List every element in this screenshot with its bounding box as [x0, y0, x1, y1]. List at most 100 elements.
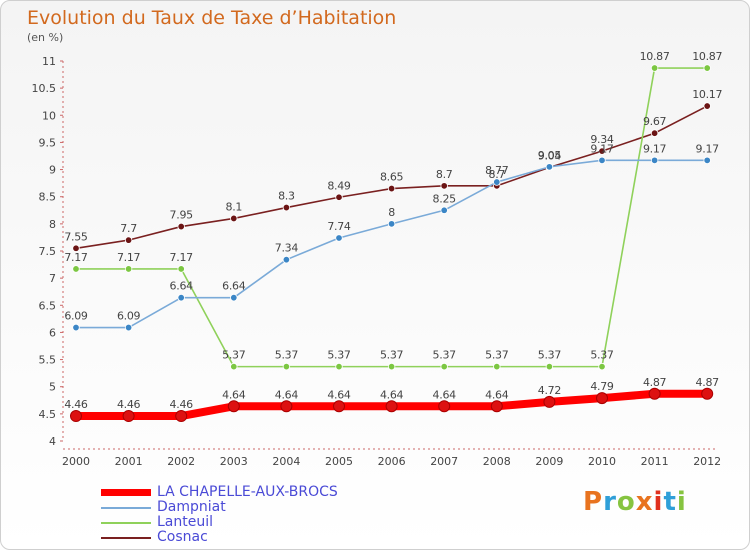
y-tick-label: 11: [42, 55, 56, 68]
data-point: [280, 400, 293, 413]
x-tick-label: 2000: [62, 455, 90, 468]
y-tick-label: 8: [49, 218, 56, 231]
data-label: 4.64: [485, 388, 509, 401]
logo-letter: i: [653, 487, 664, 517]
logo-letter: o: [616, 487, 636, 517]
logo-letter: t: [663, 487, 677, 517]
x-tick-label: 2003: [220, 455, 248, 468]
data-point: [177, 222, 185, 231]
y-tick-label: 10: [42, 109, 56, 122]
data-label: 7.17: [64, 251, 88, 264]
data-label: 7.95: [170, 209, 194, 222]
data-point: [72, 244, 80, 252]
y-tick-label: 10.5: [32, 82, 57, 95]
data-point: [282, 255, 291, 264]
data-point: [70, 410, 82, 423]
x-tick-label: 2008: [483, 455, 511, 468]
data-point: [598, 156, 606, 165]
x-tick-label: 2004: [272, 455, 300, 468]
y-tick-label: 4.5: [39, 408, 57, 421]
data-point: [230, 293, 238, 302]
data-point: [282, 362, 291, 371]
data-point: [385, 400, 398, 413]
data-label: 4.46: [64, 398, 88, 411]
data-point: [545, 163, 554, 171]
legend-item-la-chapelle-aux-brocs: LA CHAPELLE-AUX-BROCS: [101, 485, 338, 500]
data-point: [701, 387, 714, 400]
x-tick-label: 2009: [535, 455, 563, 468]
x-tick-label: 2001: [115, 455, 143, 468]
data-label: 8.77: [485, 164, 509, 177]
chart-title: Evolution du Taux de Taxe d’Habitation: [27, 7, 397, 29]
data-point: [124, 236, 133, 244]
y-tick-label: 5: [49, 381, 56, 394]
legend-item-dampniat: Dampniat: [101, 500, 338, 515]
y-tick-label: 9.5: [39, 136, 57, 149]
data-label: 7.17: [170, 251, 194, 264]
data-label: 4.46: [117, 398, 141, 411]
data-point: [230, 362, 238, 371]
legend-label: LA CHAPELLE-AUX-BROCS: [157, 484, 338, 500]
logo-letter: i: [676, 487, 687, 517]
proxiti-logo: Proxiti: [583, 487, 687, 517]
data-point: [122, 410, 135, 423]
chart-unit: (en %): [27, 31, 64, 44]
data-label: 5.37: [275, 349, 299, 362]
data-label: 4.46: [170, 398, 194, 411]
data-label: 8.7: [489, 168, 506, 181]
data-point: [438, 400, 451, 413]
data-label: 6.64: [222, 280, 246, 293]
data-label: 8.25: [433, 192, 457, 205]
legend-swatch: [101, 489, 151, 496]
data-point: [387, 362, 396, 371]
data-label: 4.72: [538, 384, 561, 397]
y-tick-label: 8.5: [39, 191, 57, 204]
data-label: 4.64: [275, 388, 299, 401]
legend: LA CHAPELLE-AUX-BROCS Dampniat Lanteuil …: [101, 485, 338, 545]
data-label: 5.37: [538, 349, 562, 362]
y-tick-label: 7: [49, 272, 56, 285]
data-point: [335, 234, 343, 242]
data-point: [72, 323, 80, 332]
data-point: [177, 265, 185, 273]
data-label: 5.37: [222, 349, 246, 362]
data-label: 9.04: [538, 149, 562, 162]
x-tick-label: 2007: [430, 455, 458, 468]
legend-label: Lanteuil: [157, 514, 214, 530]
data-label: 9.17: [590, 142, 614, 155]
legend-swatch: [101, 536, 151, 539]
y-tick-label: 4: [49, 435, 56, 448]
legend-swatch: [101, 521, 151, 524]
data-label: 10.87: [692, 50, 722, 63]
data-label: 4.87: [643, 376, 667, 389]
data-label: 9.34: [590, 133, 614, 146]
logo-letter: P: [583, 487, 604, 517]
data-label: 7.7: [120, 222, 137, 235]
data-label: 8.7: [436, 168, 453, 181]
data-label: 7.74: [327, 220, 351, 233]
data-label: 5.37: [380, 349, 404, 362]
data-label: 4.64: [327, 388, 351, 401]
data-point: [177, 293, 185, 302]
data-point: [440, 182, 448, 190]
x-tick-label: 2006: [378, 455, 406, 468]
data-point: [333, 400, 345, 413]
x-tick-label: 2010: [588, 455, 616, 468]
data-label: 8: [388, 206, 395, 219]
legend-item-cosnac: Cosnac: [101, 530, 338, 545]
data-label: 4.79: [590, 380, 614, 393]
data-point: [596, 392, 608, 405]
data-point: [124, 323, 133, 332]
data-label: 10.87: [640, 50, 670, 63]
data-label: 4.64: [222, 388, 246, 401]
logo-letter: r: [603, 487, 617, 517]
data-point: [493, 178, 501, 186]
data-label: 5.37: [327, 349, 351, 362]
x-tick-label: 2002: [167, 455, 195, 468]
data-point: [650, 129, 659, 137]
y-tick-label: 9: [49, 164, 56, 177]
data-label: 4.87: [696, 376, 720, 389]
data-point: [387, 184, 396, 193]
data-point: [648, 387, 661, 400]
